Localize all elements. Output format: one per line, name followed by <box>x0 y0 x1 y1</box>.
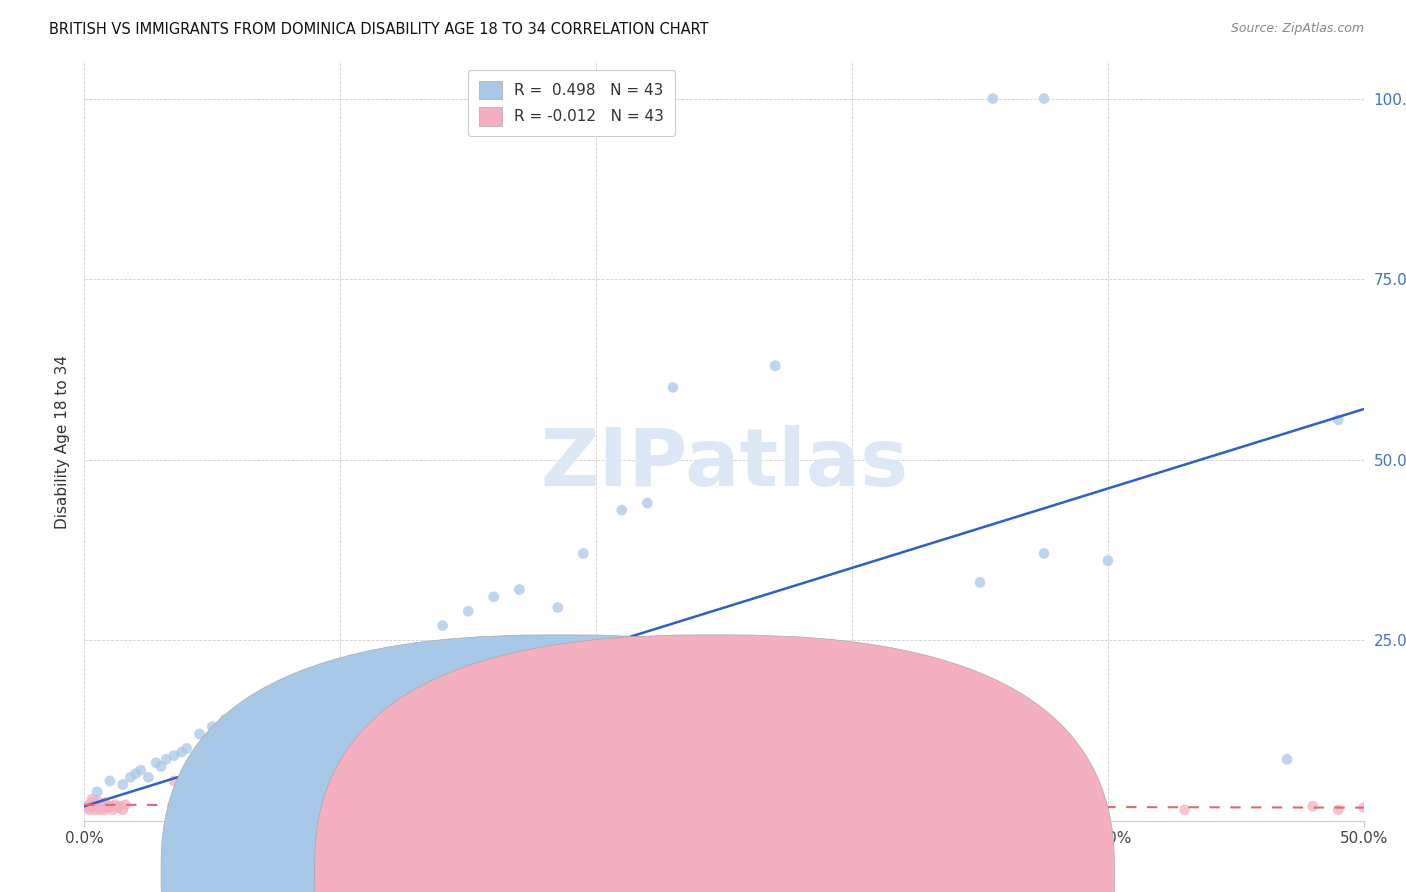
Point <box>86 800 108 814</box>
Point <box>841 803 863 817</box>
Point <box>176 796 198 810</box>
Point <box>214 713 236 727</box>
Point <box>610 503 633 517</box>
Point <box>572 546 595 560</box>
Point <box>80 792 103 806</box>
Point <box>91 800 114 814</box>
Point <box>83 799 105 814</box>
Text: Source: ZipAtlas.com: Source: ZipAtlas.com <box>1230 22 1364 36</box>
Point <box>83 803 105 817</box>
Point <box>1275 752 1298 766</box>
Point <box>380 655 402 669</box>
Point <box>969 575 991 590</box>
Point <box>80 796 103 810</box>
Point <box>94 797 117 812</box>
Point <box>108 799 131 814</box>
Point <box>163 773 186 788</box>
Point <box>114 797 136 812</box>
Point <box>94 803 117 817</box>
Point <box>354 658 377 673</box>
Point <box>98 773 121 788</box>
Point <box>304 676 326 690</box>
Point <box>406 640 429 655</box>
Point <box>1174 803 1197 817</box>
Point <box>278 683 301 698</box>
Point <box>482 800 505 814</box>
Point <box>91 797 114 812</box>
Point <box>86 785 108 799</box>
Point <box>96 800 118 814</box>
Point <box>943 799 966 814</box>
Point <box>1327 803 1350 817</box>
Point <box>79 803 101 817</box>
Point <box>163 748 186 763</box>
Point <box>89 799 111 814</box>
Point <box>176 741 198 756</box>
Point <box>129 763 152 777</box>
Point <box>155 752 177 766</box>
Text: Immigrants from Dominica: Immigrants from Dominica <box>744 866 948 881</box>
Point <box>124 766 146 780</box>
Point <box>636 496 658 510</box>
Point <box>80 800 103 814</box>
Point <box>86 797 108 812</box>
Point <box>264 687 288 701</box>
Point <box>226 709 249 723</box>
Point <box>107 800 129 814</box>
Point <box>150 759 173 773</box>
Point <box>1032 91 1054 105</box>
Point <box>252 702 274 716</box>
Point <box>432 618 454 632</box>
Point <box>138 770 160 784</box>
Text: ZIPatlas: ZIPatlas <box>540 425 908 503</box>
Point <box>195 734 218 748</box>
Text: BRITISH VS IMMIGRANTS FROM DOMINICA DISABILITY AGE 18 TO 34 CORRELATION CHART: BRITISH VS IMMIGRANTS FROM DOMINICA DISA… <box>49 22 709 37</box>
Point <box>482 590 505 604</box>
Point <box>252 799 274 814</box>
Point <box>111 778 134 792</box>
Point <box>841 687 863 701</box>
Point <box>380 792 402 806</box>
Point <box>239 698 262 712</box>
Point <box>547 600 569 615</box>
Point <box>226 766 249 780</box>
Point <box>1046 799 1069 814</box>
Point <box>1327 413 1350 427</box>
Point <box>585 797 607 812</box>
Point <box>120 770 142 784</box>
Point <box>1097 554 1119 568</box>
Point <box>457 604 479 618</box>
Point <box>98 799 121 814</box>
Point <box>201 785 224 799</box>
Point <box>1353 800 1375 814</box>
Point <box>1302 799 1324 814</box>
Point <box>981 91 1004 105</box>
Point <box>101 803 124 817</box>
Point <box>508 582 530 597</box>
Point <box>145 756 167 770</box>
Point <box>188 727 211 741</box>
Y-axis label: Disability Age 18 to 34: Disability Age 18 to 34 <box>55 354 70 529</box>
FancyBboxPatch shape <box>315 635 1115 892</box>
Point <box>94 796 117 810</box>
FancyBboxPatch shape <box>162 635 960 892</box>
Point <box>662 380 685 394</box>
Point <box>763 800 786 814</box>
Point <box>98 799 121 814</box>
Point <box>1032 546 1054 560</box>
Text: British: British <box>589 866 638 881</box>
Point <box>201 720 224 734</box>
Legend: R =  0.498   N = 43, R = -0.012   N = 43: R = 0.498 N = 43, R = -0.012 N = 43 <box>468 70 675 136</box>
Point <box>89 803 111 817</box>
Point <box>76 800 98 814</box>
Point <box>86 793 108 807</box>
Point <box>79 797 101 812</box>
Point <box>763 359 786 373</box>
Point <box>111 803 134 817</box>
Point <box>170 745 193 759</box>
Point <box>104 797 127 812</box>
Point <box>329 669 352 683</box>
